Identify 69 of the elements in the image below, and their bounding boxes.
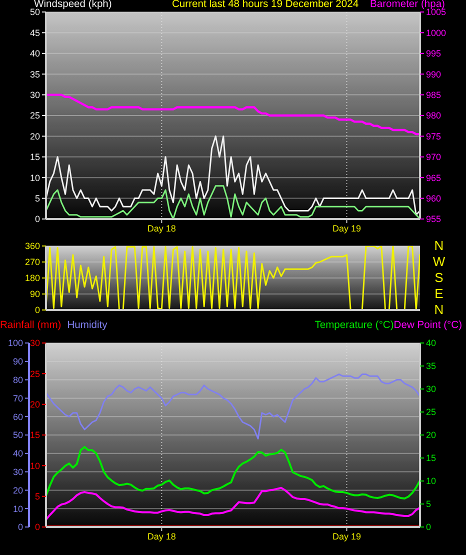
x-tick-label: Day 19 (332, 531, 362, 542)
y2-tick-label: 1000 (426, 28, 446, 38)
y-tick-label: 15 (30, 152, 40, 162)
y3-tick-label: 0 (18, 522, 23, 532)
y-tick-label: 40 (30, 48, 40, 59)
y-tick-label: 20 (30, 131, 40, 142)
y3-tick-label: 80 (12, 374, 23, 385)
y-tick-label: 270 (24, 257, 40, 268)
y3-tick-label: 10 (12, 504, 23, 514)
y2-tick-label: 955 (426, 214, 442, 224)
y-tick-label: 20 (30, 400, 40, 410)
y-tick-label: 30 (30, 338, 40, 348)
y2-tick-label: 30 (426, 384, 436, 394)
y-tick-label: 10 (30, 172, 40, 183)
x-tick-label: Day 19 (332, 223, 362, 234)
y2-tick-label: 985 (426, 90, 442, 100)
text: Rainfall (mm) (0, 320, 62, 331)
y-tick-label: 360 (24, 241, 40, 252)
y-tick-label: 30 (30, 90, 40, 100)
y-tick-label: 10 (30, 460, 40, 471)
y2-tick-label: 40 (426, 338, 436, 348)
y-tick-label: 0 (34, 214, 40, 224)
y-tick-label: 25 (30, 368, 40, 379)
text: Humidity (67, 320, 108, 331)
y-tick-label: 35 (30, 69, 40, 80)
y2-tick-label: 965 (426, 172, 442, 183)
y3-tick-label: 40 (12, 448, 23, 459)
y2-tick-label: 1005 (426, 7, 446, 18)
y-tick-label: 0 (34, 305, 40, 316)
y2-tick-label: 10 (426, 476, 436, 486)
text: S (434, 270, 444, 286)
text: N (433, 302, 445, 318)
y2-tick-label: 975 (426, 131, 442, 142)
text: Temperature (°C) (314, 320, 394, 331)
y2-tick-label: 0 (426, 522, 432, 532)
y2-tick-label: 980 (426, 110, 442, 121)
y-tick-label: 5 (34, 492, 40, 502)
y3-tick-label: 70 (12, 393, 23, 404)
line-series (46, 374, 420, 440)
y-tick-label: 5 (34, 193, 40, 204)
y2-tick-label: 15 (426, 453, 436, 464)
y3-tick-label: 20 (12, 485, 23, 496)
y2-tick-label: 20 (426, 430, 436, 440)
y2-tick-label: 960 (426, 193, 442, 204)
text: W (432, 254, 446, 270)
y-tick-label: 180 (24, 273, 40, 284)
y-tick-label: 0 (34, 522, 40, 532)
y-tick-label: 25 (30, 110, 40, 121)
y2-tick-label: 35 (426, 361, 436, 372)
y3-tick-label: 30 (12, 466, 23, 477)
x-tick-label: Day 18 (147, 223, 176, 234)
line-series (46, 486, 420, 521)
y2-tick-label: 970 (426, 152, 442, 162)
y3-tick-label: 60 (12, 412, 23, 422)
y-tick-label: 15 (30, 430, 40, 440)
y-tick-label: 45 (30, 28, 40, 38)
text: E (434, 286, 444, 302)
y3-tick-label: 90 (12, 356, 23, 367)
y2-tick-label: 25 (426, 407, 436, 418)
text: Dew Point (°C) (394, 320, 462, 331)
y3-tick-label: 50 (12, 430, 23, 440)
y2-tick-label: 990 (426, 69, 442, 80)
y3-tick-label: 100 (8, 338, 23, 348)
y-tick-label: 50 (30, 7, 40, 18)
y-tick-label: 90 (30, 289, 40, 300)
y2-tick-label: 995 (426, 48, 442, 59)
y2-tick-label: 5 (426, 499, 432, 510)
x-tick-label: Day 18 (147, 531, 176, 542)
text: N (433, 238, 445, 254)
